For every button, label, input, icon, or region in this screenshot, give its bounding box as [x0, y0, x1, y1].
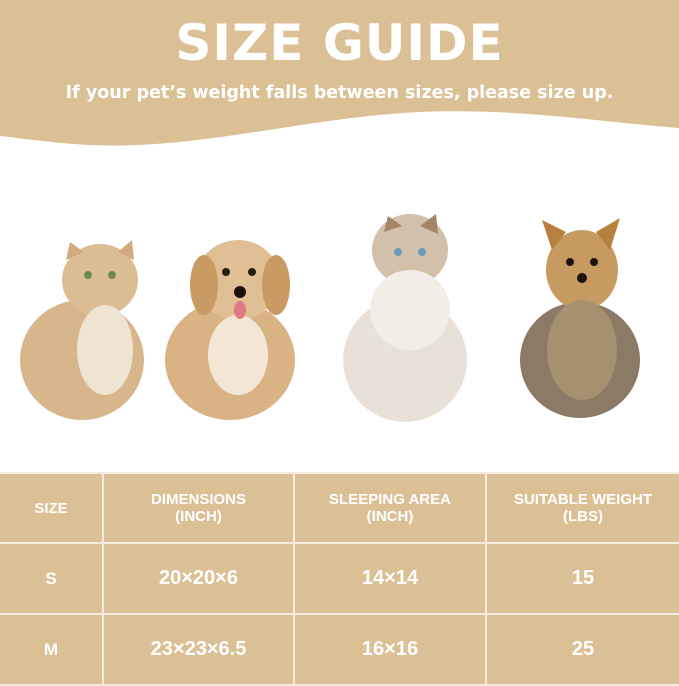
- cell-dimensions: 20×20×6: [102, 542, 295, 615]
- header-size: SIZE: [0, 472, 104, 544]
- cell-dimensions: 23×23×6.5: [102, 613, 295, 686]
- cell-weight: 25: [485, 613, 679, 686]
- pets-photo: [20, 214, 640, 422]
- table-header-row: SIZE DIMENSIONS (INCH) SLEEPING AREA (INCH…: [0, 472, 679, 544]
- cell-sleeping-area: 16×16: [293, 613, 487, 686]
- table-row: S 20×20×6 14×14 15: [0, 542, 679, 615]
- page-title: SIZE GUIDE: [175, 14, 504, 72]
- size-table: SIZE DIMENSIONS (INCH) SLEEPING AREA (INCH…: [0, 472, 679, 686]
- cat-ragdoll-image: [343, 214, 467, 422]
- cell-weight: 15: [485, 542, 679, 615]
- dog-poodle-mix-image: [165, 240, 295, 420]
- cell-sleeping-area: 14×14: [293, 542, 487, 615]
- header-suitable-weight: SUITABLE WEIGHT (LBS): [485, 472, 679, 544]
- cell-size: S: [0, 542, 104, 615]
- cat-cream-image: [20, 240, 144, 420]
- header-dimensions: DIMENSIONS (INCH): [102, 472, 295, 544]
- page-subtitle: If your pet’s weight falls between sizes…: [65, 83, 614, 103]
- header-banner: [0, 0, 679, 146]
- header-sleeping-area: SLEEPING AREA (INCH): [293, 472, 487, 544]
- dog-yorkshire-terrier-image: [520, 218, 640, 418]
- table-row: M 23×23×6.5 16×16 25: [0, 613, 679, 686]
- cell-size: M: [0, 613, 104, 686]
